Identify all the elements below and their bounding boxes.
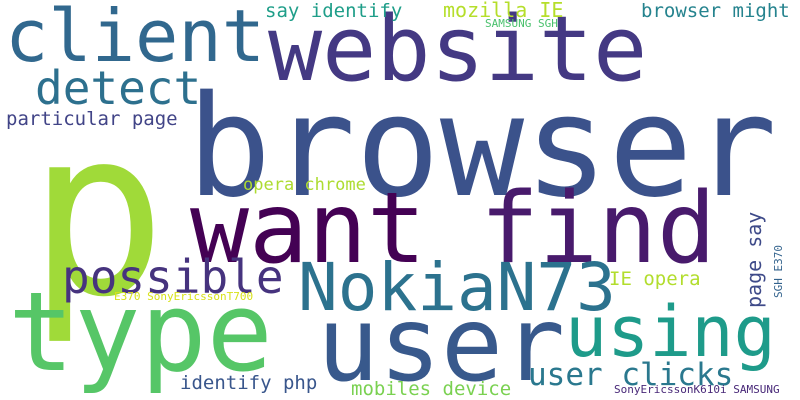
word-ie-opera: IE opera: [609, 268, 701, 290]
word-find: find: [480, 172, 717, 286]
word-user: user: [317, 285, 566, 400]
word-browser: browser: [187, 66, 778, 229]
word-type: type: [8, 268, 273, 396]
word-identify-php: identify php: [180, 372, 318, 394]
word-say-identify: say identify: [265, 0, 403, 22]
word-sony-k610i: SonyEricssonK610i SAMSUNG: [614, 383, 780, 396]
word-website: website: [268, 0, 648, 102]
word-e370-sony: E370 SonyEricssonT700: [114, 290, 254, 303]
word-sgh-e370: SGH E370: [772, 245, 785, 298]
word-mozilla-ie: mozilla IE: [443, 0, 564, 22]
word-samsung-sgh: SAMSUNG SGH: [485, 17, 558, 30]
word-possible: possible: [62, 250, 284, 304]
word-using: using: [565, 291, 776, 373]
word-mobiles-device: mobiles device: [351, 378, 512, 400]
word-page-say: page say: [742, 211, 766, 308]
word-detect: detect: [35, 61, 202, 115]
word-opera-chrome: opera chrome: [243, 175, 366, 195]
word-nokian73: NokiaN73: [298, 249, 616, 326]
word-p: p: [28, 81, 167, 348]
word-browser-might: browser might: [641, 0, 790, 22]
word-particular-page: particular page: [6, 108, 178, 130]
word-want: want: [190, 172, 427, 286]
word-client: client: [5, 0, 266, 78]
word-user-clicks: user clicks: [528, 357, 734, 393]
